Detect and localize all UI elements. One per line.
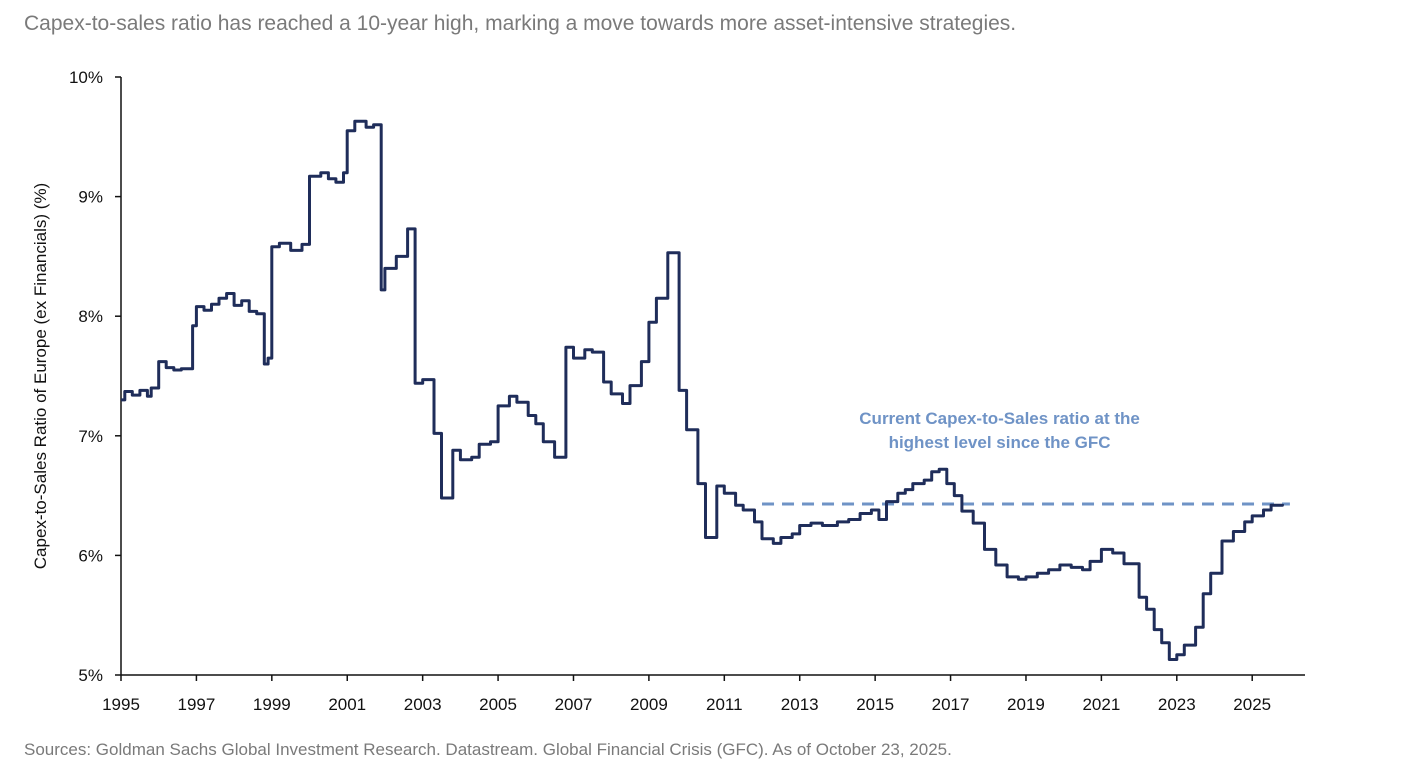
x-tick-label: 2009 xyxy=(630,695,668,714)
annotation-line: Current Capex-to-Sales ratio at the xyxy=(859,409,1140,428)
y-tick-label: 6% xyxy=(78,546,103,565)
x-tick-label: 1999 xyxy=(253,695,291,714)
annotation-layer: Current Capex-to-Sales ratio at the highe… xyxy=(859,409,1140,452)
x-tick-label: 2013 xyxy=(781,695,819,714)
y-tick-label: 9% xyxy=(78,188,103,207)
y-tick-label: 10% xyxy=(69,68,103,87)
series-layer xyxy=(121,119,1284,661)
y-axis-title: Capex-to-Sales Ratio of Europe (ex Finan… xyxy=(31,183,50,569)
x-tick-label: 2003 xyxy=(404,695,442,714)
x-tick-label: 2023 xyxy=(1158,695,1196,714)
x-tick-label: 2001 xyxy=(328,695,366,714)
x-tick-label: 2017 xyxy=(932,695,970,714)
x-tick-label: 2005 xyxy=(479,695,517,714)
annotation-line: highest level since the GFC xyxy=(889,433,1111,452)
x-tick-label: 2025 xyxy=(1233,695,1271,714)
x-tick-label: 2011 xyxy=(706,695,743,714)
axes: 5% 6% 7% 8% 9% 10% 1995 1997 1999 2001 2003 2005 200… xyxy=(69,68,1305,714)
x-tick-label: 1997 xyxy=(177,695,215,714)
chart-subtitle: Capex-to-sales ratio has reached a 10-ye… xyxy=(24,12,1017,35)
x-tick-label: 1995 xyxy=(102,695,140,714)
x-tick-label: 2021 xyxy=(1082,695,1120,714)
source-note: Sources: Goldman Sachs Global Investment… xyxy=(24,740,952,759)
x-tick-label: 2019 xyxy=(1007,695,1045,714)
annotation-text: Current Capex-to-Sales ratio at the highe… xyxy=(859,409,1140,452)
series-line xyxy=(121,119,1284,661)
y-tick-label: 8% xyxy=(78,307,103,326)
x-tick-label: 2007 xyxy=(555,695,593,714)
x-tick-label: 2015 xyxy=(856,695,894,714)
y-tick-label: 5% xyxy=(78,666,103,685)
y-tick-label: 7% xyxy=(78,427,103,446)
